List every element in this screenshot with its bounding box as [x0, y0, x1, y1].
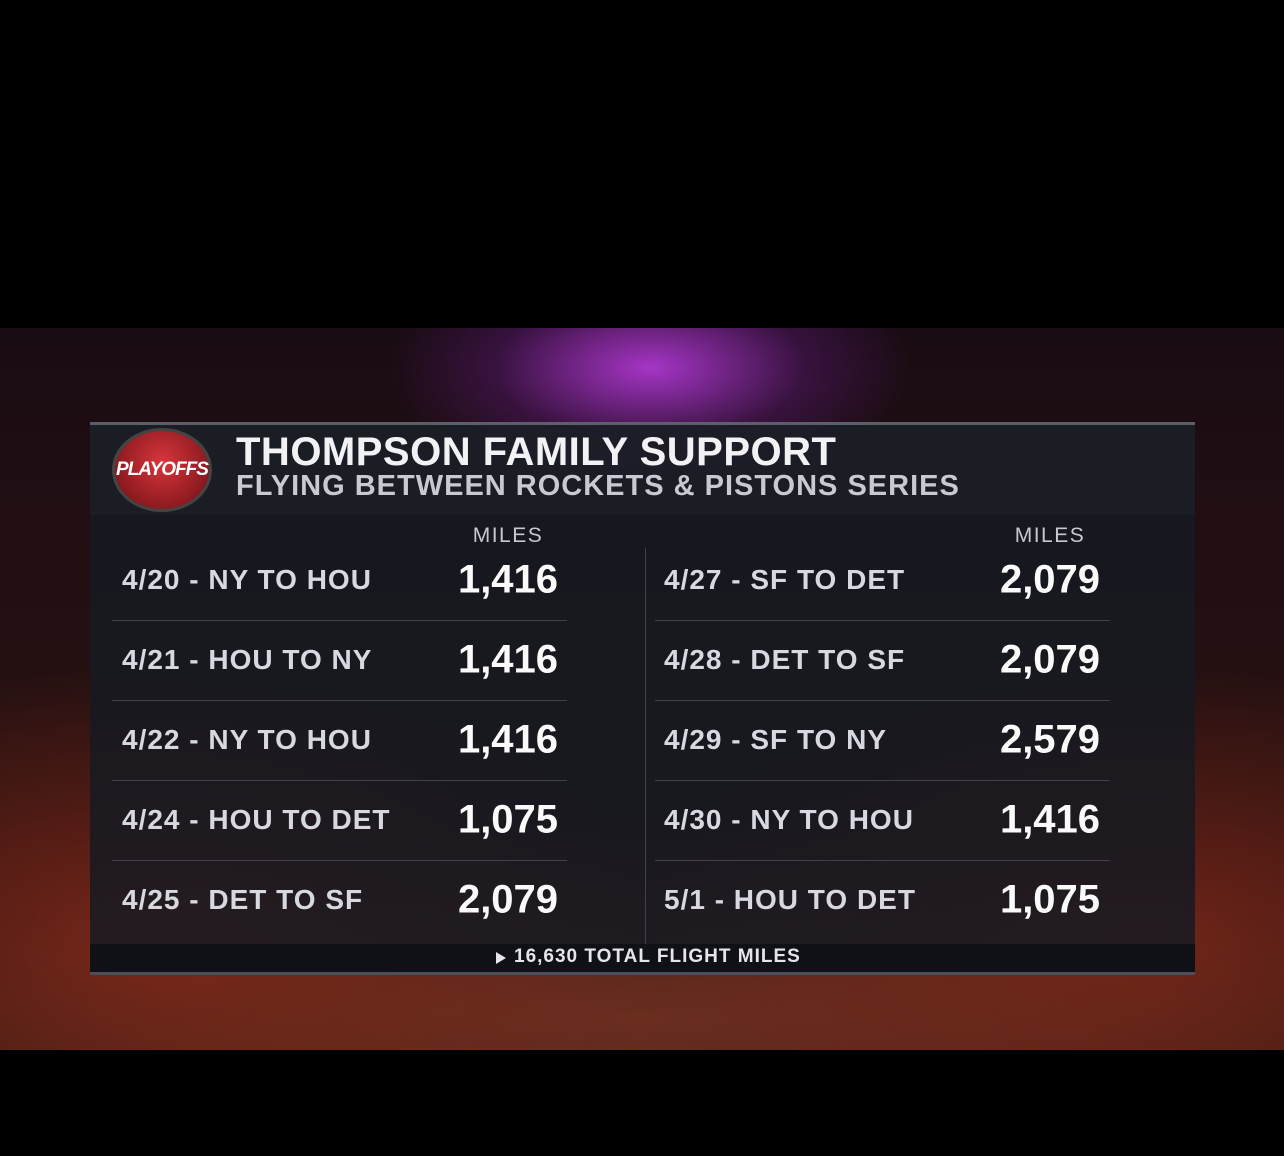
row-separator: [112, 860, 567, 861]
footer: 16,630 TOTAL FLIGHT MILES: [514, 946, 801, 967]
miles-value: 1,416: [457, 717, 559, 762]
route-label: 5/1 - HOU TO DET: [664, 884, 916, 915]
miles-value: 1,075: [999, 877, 1101, 922]
miles-value: 2,079: [999, 637, 1101, 682]
miles-value: 2,579: [999, 717, 1101, 762]
route-label: 4/27 - SF TO DET: [664, 564, 906, 595]
route-label: 4/30 - NY TO HOU: [664, 804, 914, 835]
route-label: 4/24 - HOU TO DET: [122, 804, 391, 835]
footer-band: [90, 944, 1195, 975]
miles-value: 1,416: [457, 557, 559, 602]
miles-value: 1,075: [457, 797, 559, 842]
subtitle: FLYING BETWEEN ROCKETS & PISTONS SERIES: [236, 470, 960, 502]
row-separator: [112, 700, 567, 701]
header-band: [90, 425, 1195, 515]
route-label: 4/21 - HOU TO NY: [122, 644, 373, 675]
route-label: 4/25 - DET TO SF: [122, 884, 364, 915]
row-separator: [655, 700, 1110, 701]
title: THOMPSON FAMILY SUPPORT: [236, 430, 837, 474]
row-separator: [112, 620, 567, 621]
row-separator: [655, 860, 1110, 861]
miles-value: 1,416: [999, 797, 1101, 842]
column-header: MILES: [472, 524, 544, 547]
route-label: 4/22 - NY TO HOU: [122, 724, 372, 755]
miles-value: 1,416: [457, 637, 559, 682]
divider: [645, 548, 646, 948]
logo: PLAYOFFS: [112, 428, 212, 512]
row-separator: [112, 780, 567, 781]
miles-value: 2,079: [457, 877, 559, 922]
route-label: 4/20 - NY TO HOU: [122, 564, 372, 595]
footer-arrow: [496, 952, 506, 964]
route-label: 4/28 - DET TO SF: [664, 644, 906, 675]
row-separator: [655, 780, 1110, 781]
row-separator: [655, 620, 1110, 621]
miles-value: 2,079: [999, 557, 1101, 602]
route-label: 4/29 - SF TO NY: [664, 724, 887, 755]
column-header: MILES: [1014, 524, 1086, 547]
